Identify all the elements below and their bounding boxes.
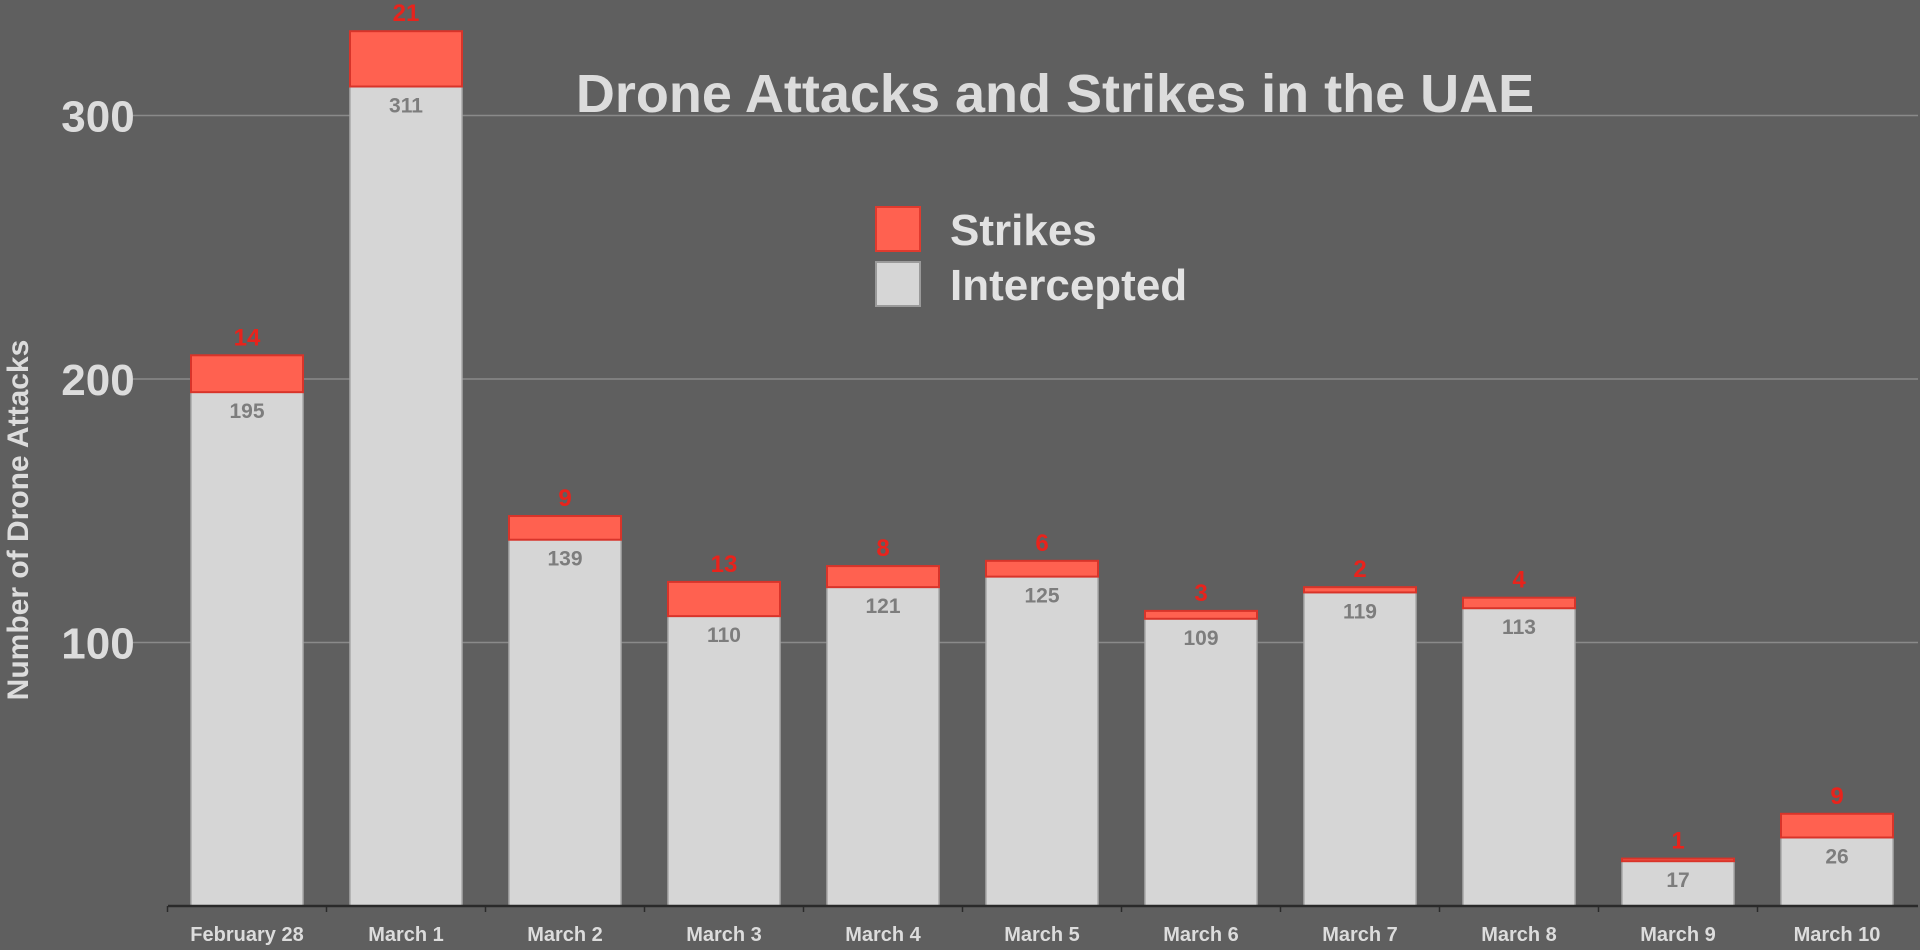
bar-strikes — [508, 515, 622, 541]
data-label-strikes: 3 — [1194, 580, 1207, 607]
bar-strikes — [1303, 586, 1417, 594]
y-tick-label: 200 — [61, 356, 134, 405]
data-label-intercepted: 121 — [865, 595, 900, 618]
bar-strikes — [667, 580, 781, 618]
legend: Strikes Intercepted — [875, 206, 1187, 310]
bar-strikes — [1144, 609, 1258, 620]
data-label-strikes: 1 — [1671, 828, 1684, 855]
x-tick-label: March 6 — [1163, 924, 1239, 945]
bar-intercepted — [1462, 607, 1576, 907]
legend-label-strikes: Strikes — [950, 206, 1097, 255]
bar-strikes — [1462, 596, 1576, 610]
data-label-intercepted: 113 — [1502, 616, 1536, 639]
x-tick-label: March 8 — [1481, 924, 1557, 945]
bar-intercepted — [667, 615, 781, 907]
data-label-strikes: 8 — [876, 535, 889, 562]
bar-intercepted — [1621, 860, 1735, 907]
data-label-strikes: 4 — [1512, 567, 1526, 594]
x-tick-label: March 10 — [1794, 924, 1881, 945]
bar-strikes — [349, 30, 463, 88]
y-tick-label: 300 — [61, 93, 134, 142]
x-tick-label: March 7 — [1322, 924, 1398, 945]
bar-intercepted — [190, 391, 304, 907]
bar-strikes — [1780, 812, 1894, 839]
y-tick-label: 100 — [61, 620, 134, 669]
chart-title: Drone Attacks and Strikes in the UAE — [576, 64, 1534, 124]
bar-intercepted — [349, 85, 463, 907]
bar-intercepted — [985, 575, 1099, 907]
x-tick-label: March 1 — [368, 924, 444, 945]
data-label-intercepted: 26 — [1825, 845, 1848, 868]
data-label-intercepted: 311 — [389, 95, 423, 118]
bar-intercepted — [826, 586, 940, 907]
data-label-intercepted: 139 — [547, 548, 582, 571]
data-label-strikes: 13 — [711, 551, 738, 578]
data-label-strikes: 2 — [1353, 556, 1366, 583]
legend-swatch-strikes — [875, 206, 921, 252]
axes: 100 200 300 February 28 March 1 March 2 March … — [61, 93, 1918, 946]
data-label-strikes: 21 — [393, 0, 420, 27]
data-label-strikes: 6 — [1035, 530, 1048, 557]
bar-intercepted — [1303, 591, 1417, 907]
data-label-intercepted: 119 — [1343, 600, 1377, 623]
bar-strikes — [190, 354, 304, 394]
data-label-intercepted: 195 — [229, 400, 264, 423]
data-labels: 195 14 311 21 139 9 110 13 121 8 125 6 109 3 119 2 113 4 1… — [229, 0, 1848, 892]
bar-strikes — [1621, 857, 1735, 863]
data-label-strikes: 14 — [234, 324, 261, 351]
bars — [190, 30, 1894, 907]
x-tick-label: March 4 — [845, 924, 921, 945]
bar-intercepted — [1144, 618, 1258, 907]
data-label-intercepted: 125 — [1024, 585, 1059, 608]
data-label-strikes: 9 — [558, 485, 571, 512]
y-axis-label: Number of Drone Attacks — [2, 340, 35, 701]
data-label-intercepted: 109 — [1183, 627, 1218, 650]
x-tick-label: February 28 — [190, 924, 303, 945]
data-label-intercepted: 110 — [707, 624, 741, 647]
data-label-strikes: 9 — [1830, 783, 1843, 810]
x-tick-label: March 2 — [527, 924, 603, 945]
bar-intercepted — [508, 538, 622, 907]
data-label-intercepted: 17 — [1666, 869, 1689, 892]
x-tick-label: March 3 — [686, 924, 762, 945]
legend-swatch-intercepted — [875, 261, 921, 307]
x-tick-label: March 9 — [1640, 924, 1716, 945]
bar-strikes — [985, 559, 1099, 578]
legend-label-intercepted: Intercepted — [950, 261, 1187, 310]
x-tick-label: March 5 — [1004, 924, 1080, 945]
bar-strikes — [826, 565, 940, 589]
